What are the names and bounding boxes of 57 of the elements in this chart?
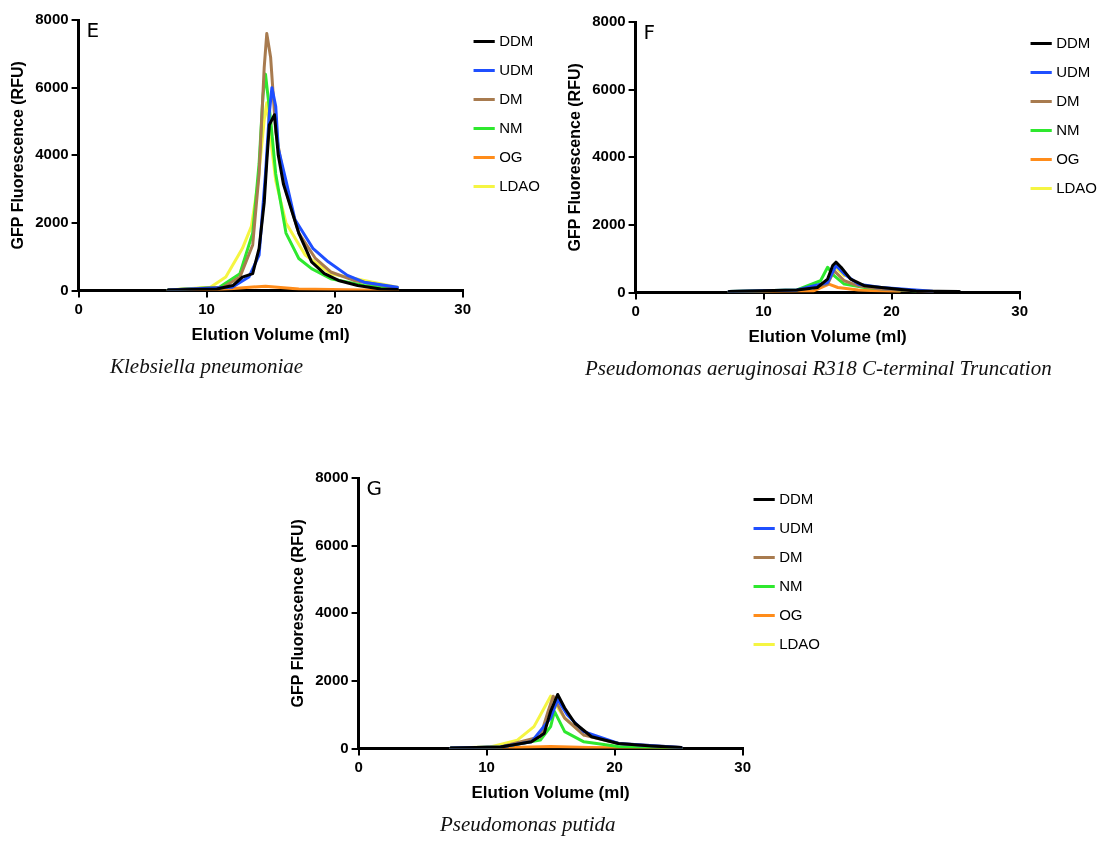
y-axis-title: GFP Fluorescence (RFU) [9, 61, 27, 250]
annotation: G [366, 476, 383, 501]
legend-label: UDM [779, 518, 814, 536]
x-tick-label: 0 [631, 301, 640, 319]
x-tick-label: 30 [454, 299, 471, 317]
y-axis-title: GFP Fluorescence (RFU) [289, 519, 307, 708]
x-tick-label: 20 [326, 299, 343, 317]
legend-label: DM [499, 89, 523, 107]
legend-label: DDM [1056, 33, 1091, 51]
y-tick-label: 6000 [592, 79, 626, 97]
y-tick-label: 8000 [35, 10, 69, 28]
x-tick-label: 20 [606, 757, 623, 775]
legend-label: OG [1056, 149, 1080, 167]
legend-label: LDAO [779, 634, 821, 652]
x-tick-label: 30 [734, 757, 751, 775]
legend-label: DDM [779, 489, 814, 507]
y-tick-label: 2000 [592, 215, 626, 233]
y-tick-label: 8000 [592, 12, 626, 30]
y-tick-label: 0 [60, 280, 69, 298]
legend-label: LDAO [1056, 178, 1098, 196]
y-tick-label: 2000 [315, 671, 349, 689]
x-tick-label: 0 [354, 757, 363, 775]
x-tick-label: 0 [74, 299, 83, 317]
y-tick-label: 2000 [35, 213, 69, 231]
y-tick-label: 4000 [35, 145, 69, 163]
x-tick-label: 20 [883, 301, 900, 319]
y-tick-label: 4000 [315, 603, 349, 621]
x-tick-label: 10 [755, 301, 772, 319]
x-axis-title: Elution Volume (ml) [191, 325, 350, 345]
x-tick-label: 10 [198, 299, 215, 317]
y-tick-label: 0 [617, 282, 626, 300]
legend-label: DM [779, 547, 803, 565]
y-tick-label: 6000 [315, 535, 349, 553]
x-axis-title: Elution Volume (ml) [471, 783, 630, 803]
legend-label: NM [779, 576, 803, 594]
legend-label: NM [1056, 120, 1080, 138]
legend-label: OG [499, 147, 523, 165]
text: Klebsiella pneumoniae [110, 354, 305, 379]
annotation: E [86, 18, 100, 43]
legend-label: UDM [1056, 62, 1091, 80]
legend-label: DM [1056, 91, 1080, 109]
y-axis-title: GFP Fluorescence (RFU) [566, 63, 584, 252]
x-tick-label: 30 [1011, 301, 1028, 319]
x-tick-label: 10 [478, 757, 495, 775]
y-tick-label: 8000 [315, 468, 349, 486]
legend-label: UDM [499, 60, 534, 78]
text: Pseudomonas putida [440, 812, 617, 837]
y-tick-label: 4000 [592, 147, 626, 165]
text: Pseudomonas aeruginosai R318 C-terminal Truncation [585, 356, 1053, 381]
x-axis-title: Elution Volume (ml) [748, 327, 907, 347]
y-tick-label: 6000 [35, 77, 69, 95]
annotation: F [643, 20, 656, 45]
legend-label: LDAO [499, 176, 541, 194]
legend-label: DDM [499, 31, 534, 49]
legend-label: OG [779, 605, 803, 623]
y-tick-label: 0 [340, 738, 349, 756]
legend-label: NM [499, 118, 523, 136]
